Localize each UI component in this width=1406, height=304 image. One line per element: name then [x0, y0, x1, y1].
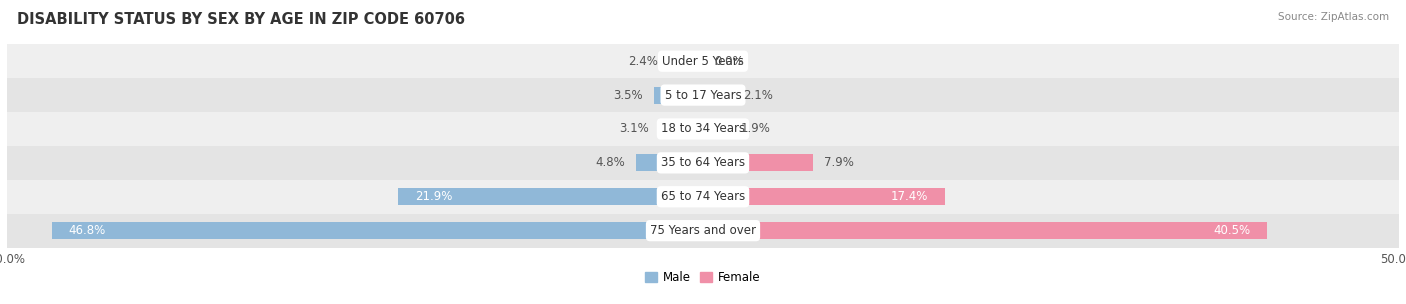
Legend: Male, Female: Male, Female [641, 266, 765, 289]
Bar [636, 154, 703, 171]
Text: 35 to 64 Years: 35 to 64 Years [661, 156, 745, 169]
Bar [654, 87, 703, 104]
Bar [7, 44, 1399, 78]
Bar [659, 120, 703, 137]
Bar [703, 188, 945, 205]
Text: 65 to 74 Years: 65 to 74 Years [661, 190, 745, 203]
Bar [703, 222, 1267, 239]
Text: 21.9%: 21.9% [415, 190, 453, 203]
Text: 2.4%: 2.4% [628, 55, 658, 68]
Bar [7, 146, 1399, 180]
Bar [52, 222, 703, 239]
Bar [7, 112, 1399, 146]
Bar [669, 53, 703, 70]
Bar [703, 120, 730, 137]
Bar [7, 214, 1399, 247]
Text: 4.8%: 4.8% [595, 156, 626, 169]
Bar [703, 87, 733, 104]
Text: Under 5 Years: Under 5 Years [662, 55, 744, 68]
Bar [7, 180, 1399, 214]
Text: 46.8%: 46.8% [69, 224, 105, 237]
Text: 3.5%: 3.5% [613, 88, 643, 102]
Bar [398, 188, 703, 205]
Text: 3.1%: 3.1% [619, 123, 648, 136]
Bar [703, 154, 813, 171]
Text: 7.9%: 7.9% [824, 156, 853, 169]
Text: 75 Years and over: 75 Years and over [650, 224, 756, 237]
Text: DISABILITY STATUS BY SEX BY AGE IN ZIP CODE 60706: DISABILITY STATUS BY SEX BY AGE IN ZIP C… [17, 12, 465, 27]
Text: 2.1%: 2.1% [744, 88, 773, 102]
Text: 1.9%: 1.9% [741, 123, 770, 136]
Text: 18 to 34 Years: 18 to 34 Years [661, 123, 745, 136]
Text: 17.4%: 17.4% [891, 190, 928, 203]
Text: 5 to 17 Years: 5 to 17 Years [665, 88, 741, 102]
Text: 40.5%: 40.5% [1213, 224, 1250, 237]
Text: 0.0%: 0.0% [714, 55, 744, 68]
Bar [7, 78, 1399, 112]
Text: Source: ZipAtlas.com: Source: ZipAtlas.com [1278, 12, 1389, 22]
